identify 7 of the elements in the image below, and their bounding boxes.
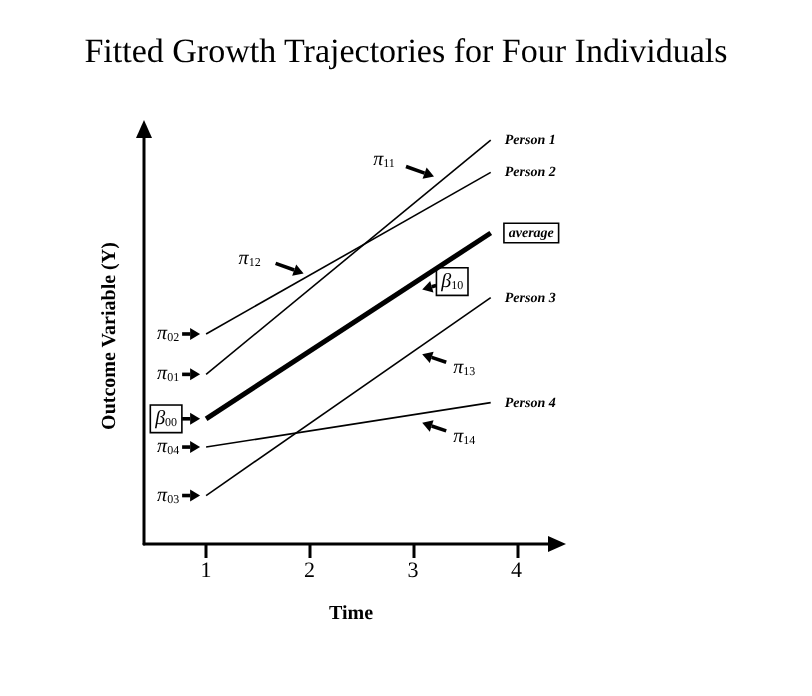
x-tick-label: 4 (511, 559, 524, 583)
x-axis-title: Time (328, 603, 375, 625)
chart-title: Fitted Growth Trajectories for Four Individuals (84, 32, 728, 70)
x-tick-label: 2 (304, 559, 316, 583)
y-axis-title: Outcome Variable (Y) (99, 242, 121, 430)
x-tick-label: 1 (200, 559, 212, 583)
x-tick-label: 3 (407, 559, 420, 583)
